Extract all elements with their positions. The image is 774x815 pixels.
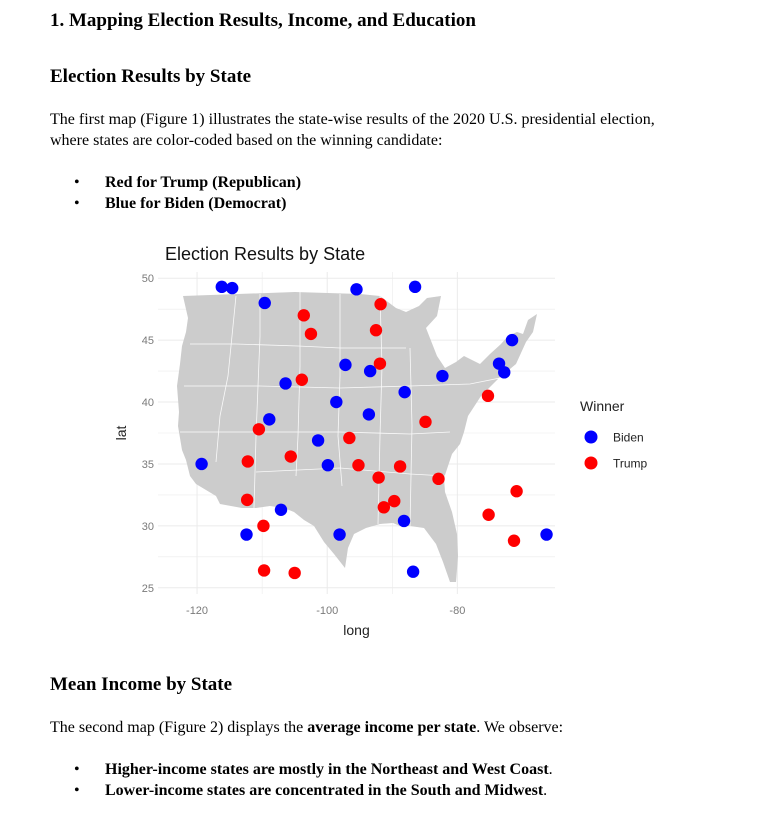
point-biden [408, 280, 422, 294]
income-text-pre: The second map (Figure 2) displays the [50, 719, 308, 736]
point-trump [257, 519, 270, 533]
point-trump [507, 534, 521, 547]
section-heading: 1. Mapping Election Results, Income, and… [50, 10, 476, 31]
y-tick-label: 35 [142, 459, 154, 471]
point-biden [263, 413, 276, 426]
point-trump [373, 357, 387, 370]
point-biden [195, 457, 208, 471]
point-biden [330, 395, 343, 409]
point-biden [339, 358, 352, 372]
point-trump [304, 327, 318, 341]
point-biden [362, 408, 376, 421]
chart-title: Election Results by State [165, 244, 365, 264]
observation-text: Higher-income states are mostly in the N… [105, 761, 549, 778]
intro-line-1: The first map (Figure 1) illustrates the… [50, 111, 655, 128]
point-biden [333, 528, 346, 541]
y-tick-label: 25 [142, 583, 154, 595]
y-tick-label: 45 [142, 335, 154, 347]
observation-punct: . [548, 761, 553, 778]
income-text-post: . We observe: [476, 719, 564, 736]
list-item: Lower-income states are concentrated in … [50, 780, 553, 801]
legend-swatch [584, 430, 598, 444]
income-observations-list: Higher-income states are mostly in the N… [50, 759, 553, 801]
point-trump [374, 298, 387, 311]
point-biden [505, 333, 519, 347]
state-borders [180, 292, 511, 527]
point-biden [311, 434, 325, 447]
income-paragraph: The second map (Figure 2) displays the a… [50, 717, 750, 738]
legend-swatch [584, 456, 598, 470]
point-biden [279, 377, 292, 390]
point-biden [363, 364, 377, 378]
legend-title: Winner [580, 398, 625, 414]
point-trump [284, 450, 297, 463]
point-biden [350, 283, 363, 296]
intro-paragraph: The first map (Figure 1) illustrates the… [50, 109, 750, 151]
point-trump [481, 389, 495, 403]
x-tick-label: -120 [186, 605, 208, 617]
point-trump [352, 459, 365, 472]
point-biden [498, 366, 511, 379]
point-trump [241, 455, 255, 468]
point-trump [295, 373, 309, 386]
point-biden [240, 528, 253, 541]
x-tick-label: -80 [449, 605, 465, 617]
point-biden [225, 281, 239, 295]
observation-punct: . [543, 782, 548, 799]
point-trump [288, 566, 301, 580]
point-trump [419, 415, 432, 429]
y-axis-label: lat [113, 426, 129, 441]
election-scatter-chart: Election Results by State -120 -100 -80 25 3… [113, 244, 648, 638]
list-item: Blue for Biden (Democrat) [50, 193, 301, 214]
list-item: Higher-income states are mostly in the N… [50, 759, 553, 780]
y-tick-label: 50 [142, 273, 154, 285]
point-biden [398, 385, 411, 399]
mean-income-heading: Mean Income by State [50, 674, 233, 695]
x-tick-label: -100 [316, 605, 338, 617]
x-axis-label: long [343, 622, 369, 638]
point-trump [393, 460, 407, 473]
point-trump [252, 423, 266, 436]
intro-line-2: where states are color-coded based on th… [50, 132, 443, 149]
chart-legend: Winner Biden Trump [580, 398, 648, 471]
color-legend-list: Red for Trump (Republican) Blue for Bide… [50, 172, 301, 214]
income-text-bold: average income per state [307, 719, 477, 736]
point-trump [297, 309, 310, 322]
point-biden [406, 565, 420, 578]
point-biden [540, 528, 553, 541]
legend-label: Biden [613, 431, 644, 445]
observation-text: Lower-income states are concentrated in … [105, 782, 544, 799]
axes: -120 -100 -80 25 30 35 40 45 50 [142, 273, 466, 617]
point-trump [432, 472, 445, 486]
point-biden [436, 369, 449, 383]
point-trump [343, 431, 356, 445]
point-trump [257, 564, 271, 577]
point-biden [397, 514, 411, 528]
point-trump [388, 494, 401, 508]
point-trump [510, 485, 523, 498]
point-trump [372, 471, 385, 484]
point-biden [215, 280, 228, 294]
point-biden [258, 296, 271, 310]
data-points [195, 280, 553, 580]
us-map-shape [177, 292, 537, 582]
point-trump [377, 501, 391, 514]
point-trump [369, 324, 383, 337]
point-trump [482, 508, 495, 521]
legend-label: Trump [613, 457, 648, 471]
election-results-heading: Election Results by State [50, 66, 252, 87]
y-tick-label: 40 [142, 397, 154, 409]
y-tick-label: 30 [142, 521, 154, 533]
point-biden [321, 459, 335, 472]
point-trump [240, 493, 254, 507]
list-item: Red for Trump (Republican) [50, 172, 301, 193]
point-biden [274, 503, 288, 516]
